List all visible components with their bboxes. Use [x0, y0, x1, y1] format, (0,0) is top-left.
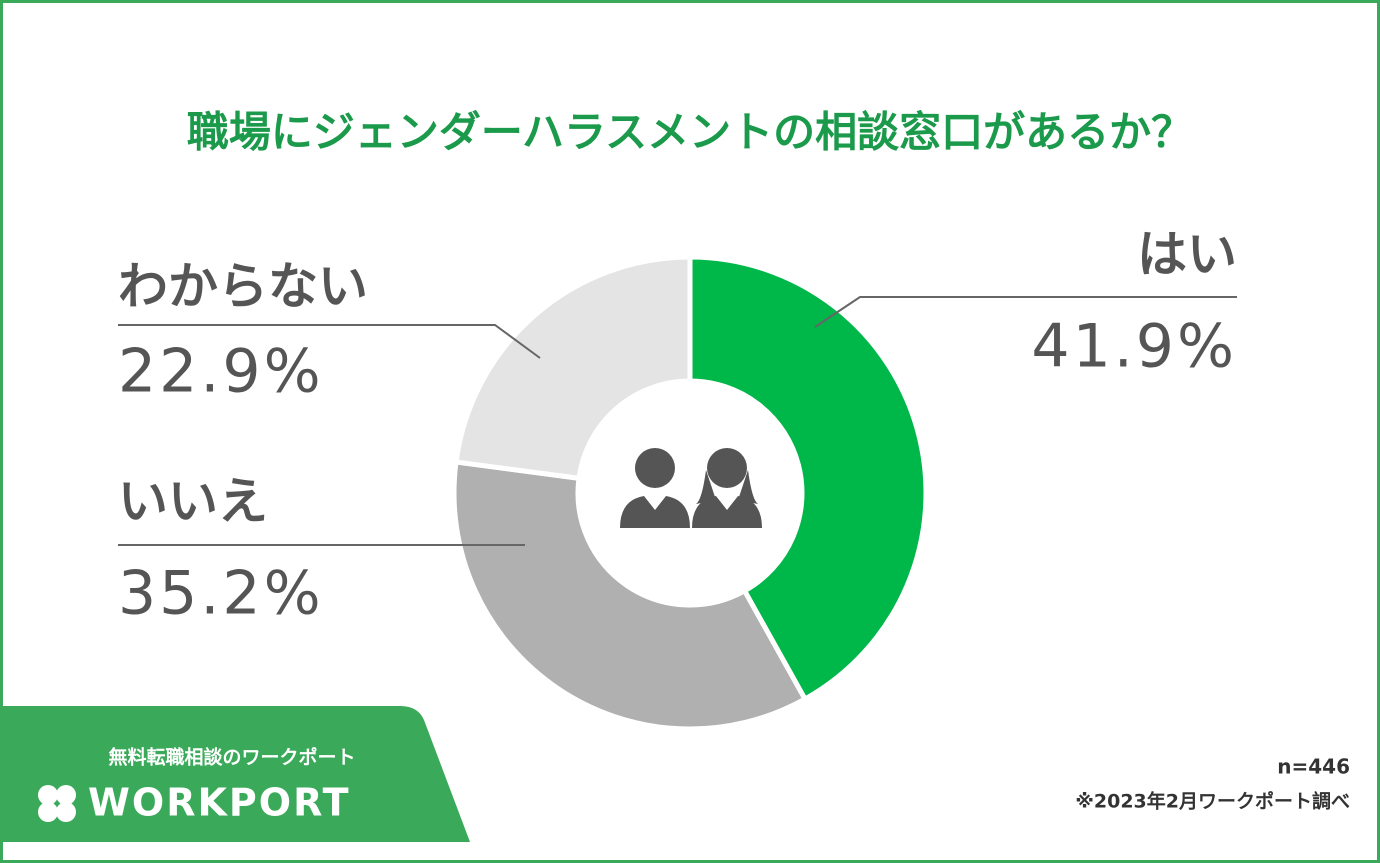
category-label: わからない [118, 258, 368, 316]
donut-slice [687, 254, 929, 703]
value-label: 22.9% [118, 337, 324, 407]
value-label: 41.9% [1031, 312, 1237, 382]
brand-panel [0, 706, 470, 842]
chart-title: 職場にジェンダーハラスメントの相談窓口があるか？ [187, 108, 1193, 157]
sample-note: n=446 [1277, 755, 1350, 779]
leader-line [814, 296, 1237, 328]
clover-logo [38, 785, 76, 822]
donut [451, 254, 929, 732]
brand-tagline: 無料転職相談のワークポート [108, 746, 355, 769]
source-note: ※2023年2月ワークポート調べ [1075, 790, 1350, 813]
donut-slice [451, 459, 809, 732]
category-label: いいえ [118, 473, 268, 531]
people-icon [620, 448, 762, 528]
leader-line [118, 324, 541, 359]
donut-slice [453, 254, 693, 482]
brand-name: WORKPORT [88, 781, 351, 825]
category-label: はい [1137, 226, 1237, 284]
value-label: 35.2% [118, 559, 324, 629]
